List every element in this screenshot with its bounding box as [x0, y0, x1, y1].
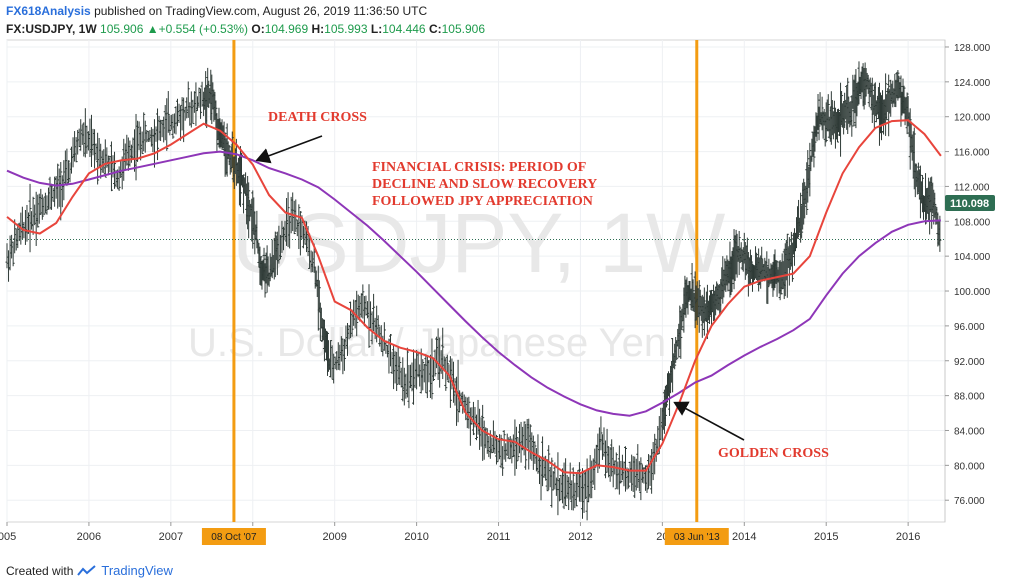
date-markers — [232, 40, 699, 522]
current-price-label: 110.098 — [950, 198, 989, 210]
high-label: H: — [311, 22, 325, 36]
price-axis[interactable]: 76.000 80.000 84.000 88.000 92.000 96.000 100.… — [944, 40, 991, 522]
price-tick-label: 80.000 — [954, 461, 985, 472]
death-cross-arrow — [255, 135, 323, 164]
price-tick-label: 100.000 — [954, 287, 991, 298]
golden-cross-label: GOLDEN CROSS — [718, 446, 829, 461]
crisis-text-line-2: DECLINE AND SLOW RECOVERY — [372, 177, 597, 192]
date-marker-labels: 08 Oct '07 03 Jun '13 — [201, 528, 729, 545]
time-tick-label: 2015 — [814, 531, 838, 543]
time-tick-label: 2016 — [896, 531, 920, 543]
symbol-label: FX:USDJPY, 1W — [6, 22, 97, 36]
chart-header: FX618Analysis published on TradingView.c… — [6, 3, 427, 20]
crisis-text-line-1: FINANCIAL CRISIS: PERIOD OF — [372, 160, 586, 175]
date-marker-label: 08 Oct '07 — [211, 532, 257, 543]
date-marker-label-bg — [664, 528, 729, 545]
price-bars — [5, 61, 942, 521]
time-tick-label: 2009 — [322, 531, 346, 543]
current-price-badge-bg — [945, 195, 995, 212]
price-tick-label: 88.000 — [954, 392, 985, 403]
fast-moving-average-line — [6, 119, 942, 475]
time-tick-label: 2007 — [159, 531, 183, 543]
price-tick-label: 84.000 — [954, 426, 985, 437]
time-tick-label: 005 — [0, 531, 16, 543]
up-triangle-icon: ▲ — [146, 22, 159, 36]
author-name[interactable]: FX618Analysis — [6, 4, 91, 18]
tradingview-brand-link[interactable]: TradingView — [101, 563, 173, 578]
last-price: 105.906 — [100, 22, 144, 36]
time-tick-label: 2006 — [77, 531, 101, 543]
ohlc-legend: FX:USDJPY, 1W 105.906 ▲+0.554 (+0.53%) O… — [6, 21, 485, 38]
golden-cross-arrow — [673, 401, 745, 441]
price-tick-label: 96.000 — [954, 322, 985, 333]
grid-lines — [6, 40, 945, 522]
price-tick-label: 92.000 — [954, 357, 985, 368]
price-tick-label: 120.000 — [954, 113, 991, 124]
date-marker-label: 03 Jun '13 — [674, 532, 720, 543]
annotations: DEATH CROSS FINANCIAL CRISIS: PERIOD OF … — [268, 110, 829, 461]
open-label: O: — [251, 22, 265, 36]
date-marker-label-bg — [201, 528, 266, 545]
price-tick-label: 116.000 — [954, 148, 990, 159]
time-axis[interactable]: 0052006200732009201020112012202014201520… — [0, 522, 920, 543]
watermark-symbol: USDJPY, 1W — [232, 196, 725, 290]
price-tick-label: 104.000 — [954, 252, 991, 263]
current-price-badge: 110.098 — [945, 195, 995, 212]
death-cross-label: DEATH CROSS — [268, 110, 367, 125]
price-tick-label: 112.000 — [954, 182, 990, 193]
created-with-label: Created with — [6, 563, 74, 578]
low-value: 104.446 — [382, 22, 426, 36]
footer: Created with TradingView — [6, 563, 173, 578]
close-label: C: — [428, 22, 442, 36]
time-tick-label: 2012 — [568, 531, 592, 543]
open-value: 104.969 — [264, 22, 309, 36]
high-value: 105.993 — [324, 22, 368, 36]
time-tick-label: 2011 — [487, 531, 511, 543]
close-value: 105.906 — [441, 22, 486, 36]
price-tick-label: 124.000 — [954, 78, 991, 89]
tradingview-logo-icon — [77, 564, 97, 576]
time-tick-label: 2014 — [732, 531, 756, 543]
time-tick-label: 2010 — [404, 531, 428, 543]
watermark: USDJPY, 1W U.S. Dollar / Japanese Yen — [188, 196, 725, 365]
price-tick-label: 128.000 — [954, 43, 991, 54]
price-tick-label: 108.000 — [954, 217, 991, 228]
price-change: +0.554 (+0.53%) — [158, 22, 249, 36]
crisis-text-line-3: FOLLOWED JPY APPRECIATION — [372, 194, 593, 209]
price-tick-label: 76.000 — [954, 496, 985, 507]
slow-moving-average-line — [6, 150, 941, 417]
published-info: published on TradingView.com, August 26,… — [94, 4, 428, 18]
low-label: L: — [370, 22, 383, 36]
